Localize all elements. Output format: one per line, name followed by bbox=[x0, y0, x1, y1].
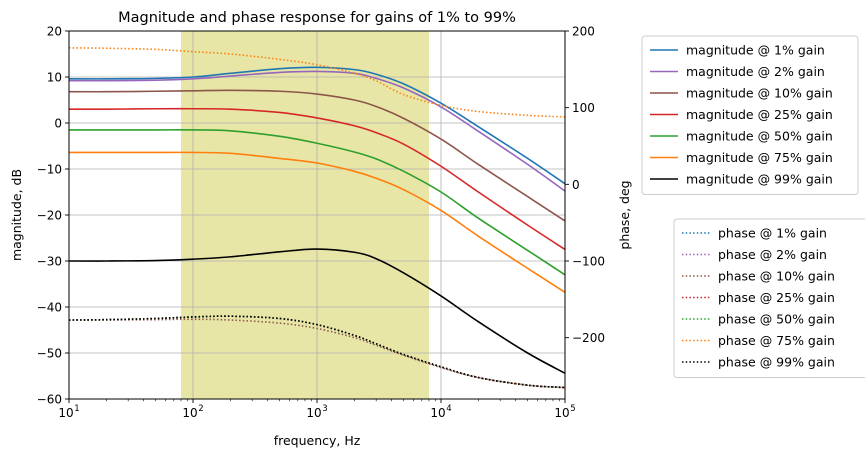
legend-box bbox=[641, 35, 859, 195]
legend-label: phase @ 99% gain bbox=[718, 355, 835, 370]
legend-label: phase @ 1% gain bbox=[718, 226, 827, 241]
chart-title: Magnitude and phase response for gains o… bbox=[118, 10, 516, 26]
legend-box bbox=[673, 218, 865, 378]
y-axis-label: magnitude, dB bbox=[9, 169, 24, 261]
x-tick-label-exponent: 1 bbox=[74, 404, 79, 414]
magnitude-line bbox=[68, 66, 566, 185]
y-tick-label: 20 bbox=[47, 25, 62, 39]
y-tick-label: −40 bbox=[37, 301, 62, 315]
y2-axis-label: phase, deg bbox=[617, 180, 632, 249]
legend-label: phase @ 2% gain bbox=[718, 247, 827, 262]
legend-label: magnitude @ 99% gain bbox=[686, 172, 833, 187]
y-tick-label: 10 bbox=[47, 71, 62, 85]
axes: 10 1 10 2 10 3 10 4 10 520100−10−20−30−40−50−6020… bbox=[37, 25, 605, 421]
y2-tick-label: −100 bbox=[572, 255, 605, 269]
legend-label: phase @ 75% gain bbox=[718, 333, 835, 348]
y-tick-label: 0 bbox=[54, 117, 62, 131]
x-tick-label: 10 bbox=[58, 406, 73, 420]
y2-tick-label: −200 bbox=[572, 331, 605, 345]
legend-label: magnitude @ 25% gain bbox=[686, 107, 833, 122]
magnitude-line bbox=[69, 151, 566, 293]
x-tick-label: 10 bbox=[430, 406, 445, 420]
y2-tick-label: 200 bbox=[572, 25, 595, 39]
x-tick-label: 10 bbox=[554, 406, 569, 420]
legend-label: magnitude @ 1% gain bbox=[686, 43, 825, 58]
x-axis-label: frequency, Hz bbox=[274, 433, 361, 448]
legend-label: phase @ 25% gain bbox=[718, 290, 835, 305]
y2-tick-label: 0 bbox=[572, 178, 580, 192]
phase-line bbox=[68, 315, 566, 389]
phase-line bbox=[68, 318, 566, 389]
y2-tick-label: 100 bbox=[572, 101, 595, 115]
legend-label: phase @ 50% gain bbox=[718, 312, 835, 327]
phase-legend: phase @ 1% gain phase @ 2% gain phase @ 10… bbox=[673, 218, 865, 378]
magnitude-line bbox=[68, 89, 566, 222]
x-tick-label-exponent: 3 bbox=[322, 404, 327, 414]
plot-area bbox=[68, 30, 566, 400]
magnitude-legend: magnitude @ 1% gain magnitude @ 2% gain ma… bbox=[641, 35, 859, 195]
x-tick-label: 10 bbox=[306, 406, 321, 420]
x-tick-label-exponent: 5 bbox=[570, 404, 575, 414]
x-tick-label-exponent: 2 bbox=[198, 404, 203, 414]
x-tick-label: 10 bbox=[182, 406, 197, 420]
legend-label: magnitude @ 2% gain bbox=[686, 64, 825, 79]
magnitude-line bbox=[68, 70, 566, 192]
y-tick-label: −50 bbox=[37, 347, 62, 361]
y-tick-label: −60 bbox=[37, 393, 62, 407]
legend-label: magnitude @ 10% gain bbox=[686, 86, 833, 101]
y-tick-label: −30 bbox=[37, 255, 62, 269]
phase-line bbox=[68, 47, 566, 118]
x-tick-label-exponent: 4 bbox=[446, 404, 451, 414]
magnitude-line bbox=[68, 248, 566, 374]
legend-label: phase @ 10% gain bbox=[718, 269, 835, 284]
y-tick-label: −20 bbox=[37, 209, 62, 223]
y-tick-label: −10 bbox=[37, 163, 62, 177]
magnitude-line bbox=[68, 107, 566, 251]
legend-label: magnitude @ 75% gain bbox=[686, 150, 833, 165]
legend-label: magnitude @ 50% gain bbox=[686, 129, 833, 144]
magnitude-line bbox=[69, 129, 566, 276]
